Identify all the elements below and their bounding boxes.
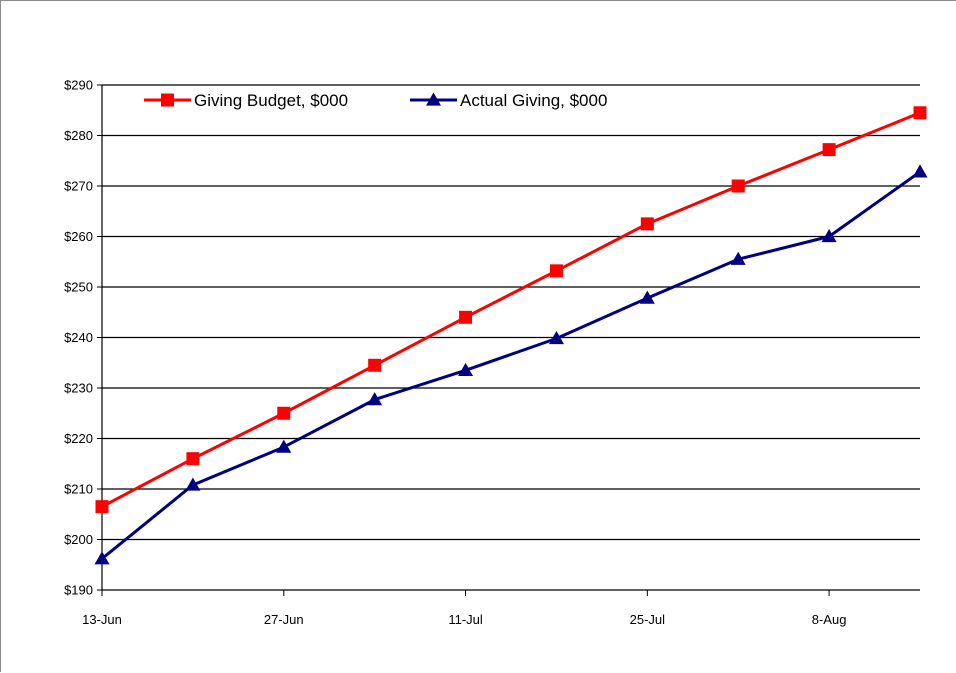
- giving-budget-point: [186, 452, 200, 466]
- y-tick-labels: $190 $200 $210 $220 $230 $240 $250 $260 $270 $280…: [64, 78, 93, 598]
- actual-giving-point: [94, 551, 110, 565]
- x-tick-label: 13-Jun: [82, 612, 122, 627]
- y-tick-label: $200: [64, 532, 93, 547]
- giving-budget-point: [822, 143, 836, 157]
- actual-giving-point: [276, 439, 292, 453]
- giving-budget-point: [913, 106, 927, 120]
- actual-giving-line: [100, 170, 922, 561]
- giving-budget-point: [368, 358, 382, 372]
- y-tick-label: $270: [64, 179, 93, 194]
- x-tick-label: 27-Jun: [264, 612, 304, 627]
- actual-giving-point: [185, 477, 201, 491]
- y-tick-label: $240: [64, 330, 93, 345]
- actual-giving-point: [548, 331, 564, 345]
- legend-budget-label: Giving Budget, $000: [194, 91, 348, 110]
- giving-budget-point: [277, 406, 291, 420]
- actual-giving-point: [821, 229, 837, 243]
- y-tick-label: $290: [64, 78, 93, 93]
- actual-giving-point: [639, 290, 655, 304]
- legend-actual-label: Actual Giving, $000: [460, 91, 607, 110]
- giving-budget-point: [459, 310, 473, 324]
- y-tick-label: $250: [64, 280, 93, 295]
- legend-budget-marker: [161, 93, 174, 107]
- y-tick-label: $280: [64, 128, 93, 143]
- y-tick-label: $230: [64, 381, 93, 396]
- actual-giving-point: [730, 251, 746, 265]
- series-markers: [94, 106, 928, 565]
- x-tick-label: 11-Jul: [448, 612, 483, 627]
- y-tick-label: $210: [64, 482, 93, 497]
- actual-giving-point: [458, 362, 474, 376]
- x-tick-labels: 13-Jun 27-Jun 11-Jul 25-Jul 8-Aug: [82, 612, 846, 627]
- giving-budget-point: [640, 217, 654, 231]
- series-lines: [100, 111, 922, 561]
- x-tick-label: 25-Jul: [630, 612, 666, 627]
- gridlines: [102, 84, 920, 541]
- legend: Giving Budget, $000 Actual Giving, $000: [144, 91, 607, 110]
- giving-budget-line: [100, 111, 922, 509]
- actual-giving-point: [912, 164, 928, 178]
- giving-budget-point: [95, 500, 109, 514]
- x-tick-label: 8-Aug: [812, 612, 847, 627]
- giving-budget-point: [549, 264, 563, 278]
- y-tick-label: $260: [64, 229, 93, 244]
- giving-budget-point: [731, 179, 745, 193]
- y-tick-label: $220: [64, 431, 93, 446]
- y-tick-label: $190: [64, 583, 93, 598]
- legend-actual-marker: [426, 92, 441, 106]
- actual-giving-point: [367, 392, 383, 406]
